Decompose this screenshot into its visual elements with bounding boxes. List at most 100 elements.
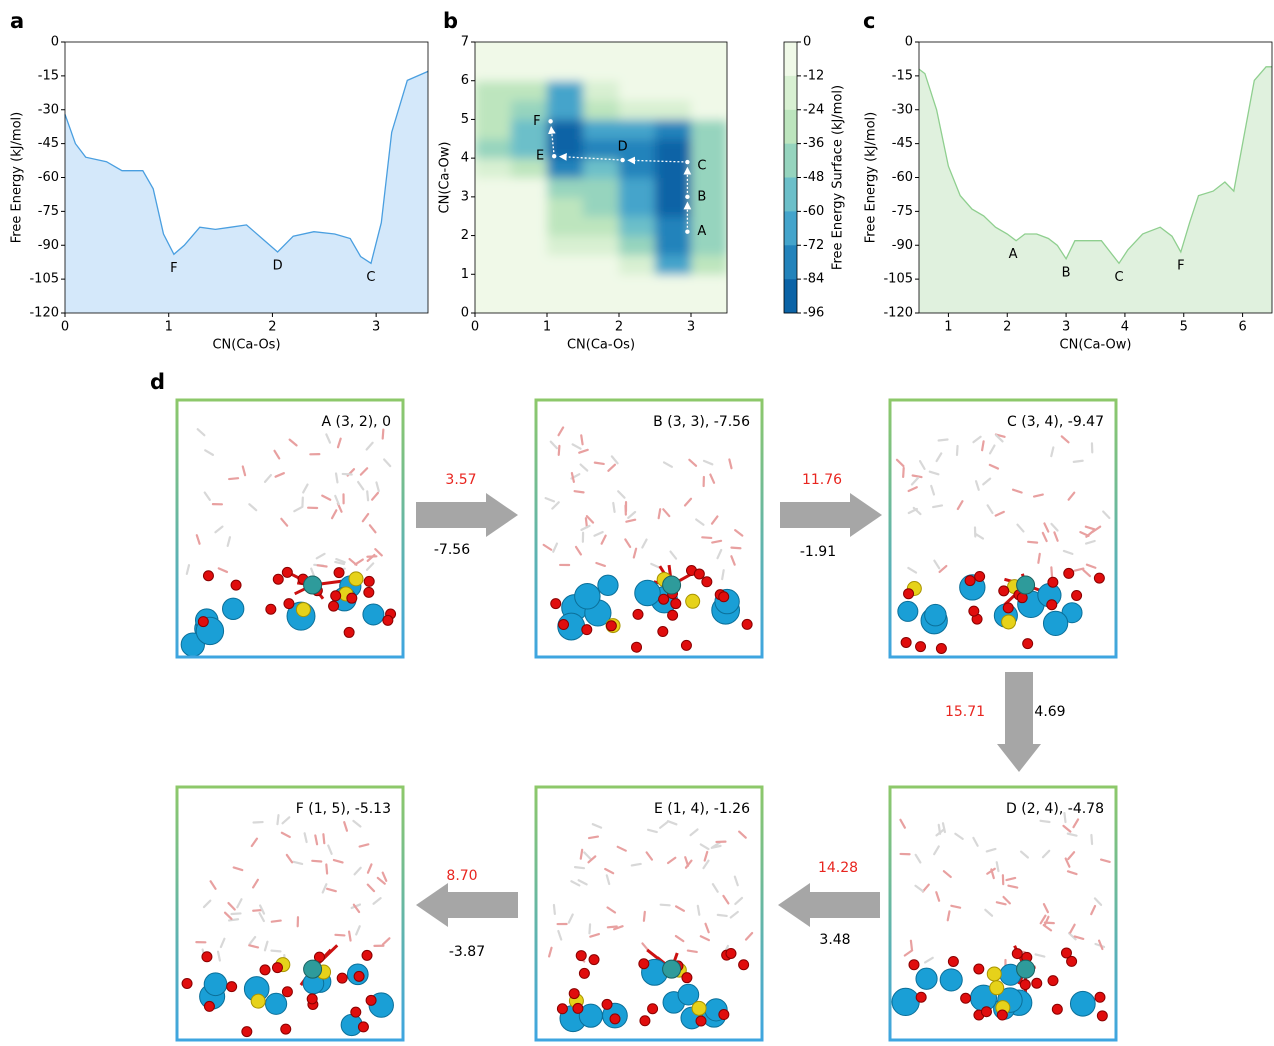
heatmap	[475, 42, 728, 314]
y-tick-label: 0	[905, 35, 913, 50]
sulfur	[987, 967, 1001, 981]
delta-label: 4.69	[1034, 704, 1065, 720]
y-tick-label: 6	[461, 73, 469, 88]
water	[911, 941, 912, 950]
state-label: A	[697, 224, 706, 239]
heat-cell	[583, 61, 620, 81]
oxygen	[742, 619, 752, 629]
transition-arrow	[778, 883, 880, 927]
heat-cell	[511, 100, 548, 120]
barrier-label: 14.28	[818, 860, 858, 876]
y-tick-label: 4	[461, 151, 469, 166]
sulfur	[692, 1001, 706, 1015]
heat-cell	[619, 42, 656, 62]
heat-cell	[511, 119, 548, 139]
heat-cell	[691, 119, 728, 139]
water	[1038, 554, 1039, 563]
oxygen	[364, 576, 374, 586]
colorbar-swatch	[784, 42, 797, 76]
heat-cell	[619, 61, 656, 81]
oxygen	[557, 1004, 567, 1014]
oxygen	[633, 609, 643, 619]
heat-cell	[475, 294, 512, 314]
oxygen	[329, 601, 339, 611]
water	[589, 837, 598, 838]
oxygen	[281, 1024, 291, 1034]
water	[554, 905, 555, 914]
water	[688, 951, 697, 952]
x-tick-label: 2	[615, 320, 623, 335]
annotation: D	[273, 259, 283, 274]
oxygen	[1097, 1011, 1107, 1021]
heat-cell	[691, 100, 728, 120]
colorbar-label: Free Energy Surface (kJ/mol)	[831, 85, 846, 270]
panel-label: a	[10, 9, 24, 33]
panel-label: d	[150, 370, 165, 394]
annotation: B	[1062, 265, 1071, 280]
heat-cell	[547, 100, 584, 120]
oxygen	[694, 569, 704, 579]
sulfur	[296, 603, 310, 617]
cells	[475, 42, 728, 314]
center-ion	[1017, 576, 1035, 594]
heat-cell	[547, 236, 584, 256]
y-tick-label: -60	[38, 170, 59, 185]
heat-cell	[691, 255, 728, 275]
calcium	[266, 993, 287, 1014]
x-tick-label: 3	[372, 320, 380, 335]
heat-cell	[583, 81, 620, 101]
water	[277, 815, 278, 824]
calcium	[892, 988, 919, 1015]
heat-cell	[475, 255, 512, 275]
heat-cell	[547, 42, 584, 62]
heat-cell	[655, 42, 692, 62]
y-tick-label: -15	[38, 68, 59, 83]
water	[661, 905, 670, 906]
heat-cell	[547, 61, 584, 81]
heat-cell	[511, 42, 548, 62]
sulfur	[251, 994, 265, 1008]
heat-cell	[511, 61, 548, 81]
oxygen	[639, 959, 649, 969]
y-tick-label: -90	[892, 238, 913, 253]
water	[272, 921, 281, 922]
oxygen	[640, 1016, 650, 1026]
heat-cell	[547, 255, 584, 275]
heat-cell	[619, 197, 656, 217]
heat-cell	[619, 274, 656, 294]
colorbar-tick-label: 0	[803, 35, 811, 50]
y-tick-label: -120	[29, 306, 59, 321]
y-tick-label: -60	[892, 170, 913, 185]
colorbar-swatch	[784, 76, 797, 110]
oxygen	[351, 1007, 361, 1017]
oxygen	[1032, 978, 1042, 988]
state-title: C (3, 4), -9.47	[1007, 414, 1104, 430]
heat-cell	[691, 42, 728, 62]
oxygen	[358, 1022, 368, 1032]
center-ion	[663, 576, 681, 594]
calcium	[363, 604, 384, 625]
sulfur	[990, 981, 1004, 995]
heat-cell	[583, 236, 620, 256]
oxygen	[719, 1010, 729, 1020]
oxygen	[202, 952, 212, 962]
oxygen	[203, 571, 213, 581]
heat-cell	[583, 139, 620, 159]
water	[957, 446, 958, 455]
oxygen	[182, 978, 192, 988]
water	[349, 932, 350, 941]
calcium	[223, 598, 244, 619]
heat-cell	[691, 81, 728, 101]
oxygen	[1020, 980, 1030, 990]
oxygen	[658, 627, 668, 637]
heat-cell	[475, 100, 512, 120]
calcium	[635, 580, 660, 605]
heat-cell	[475, 61, 512, 81]
oxygen	[739, 960, 749, 970]
oxygen	[1095, 992, 1105, 1002]
state-point	[685, 195, 689, 199]
heat-cell	[619, 216, 656, 236]
heat-cell	[655, 139, 692, 159]
delta-label: -7.56	[434, 542, 470, 558]
heat-cell	[655, 255, 692, 275]
